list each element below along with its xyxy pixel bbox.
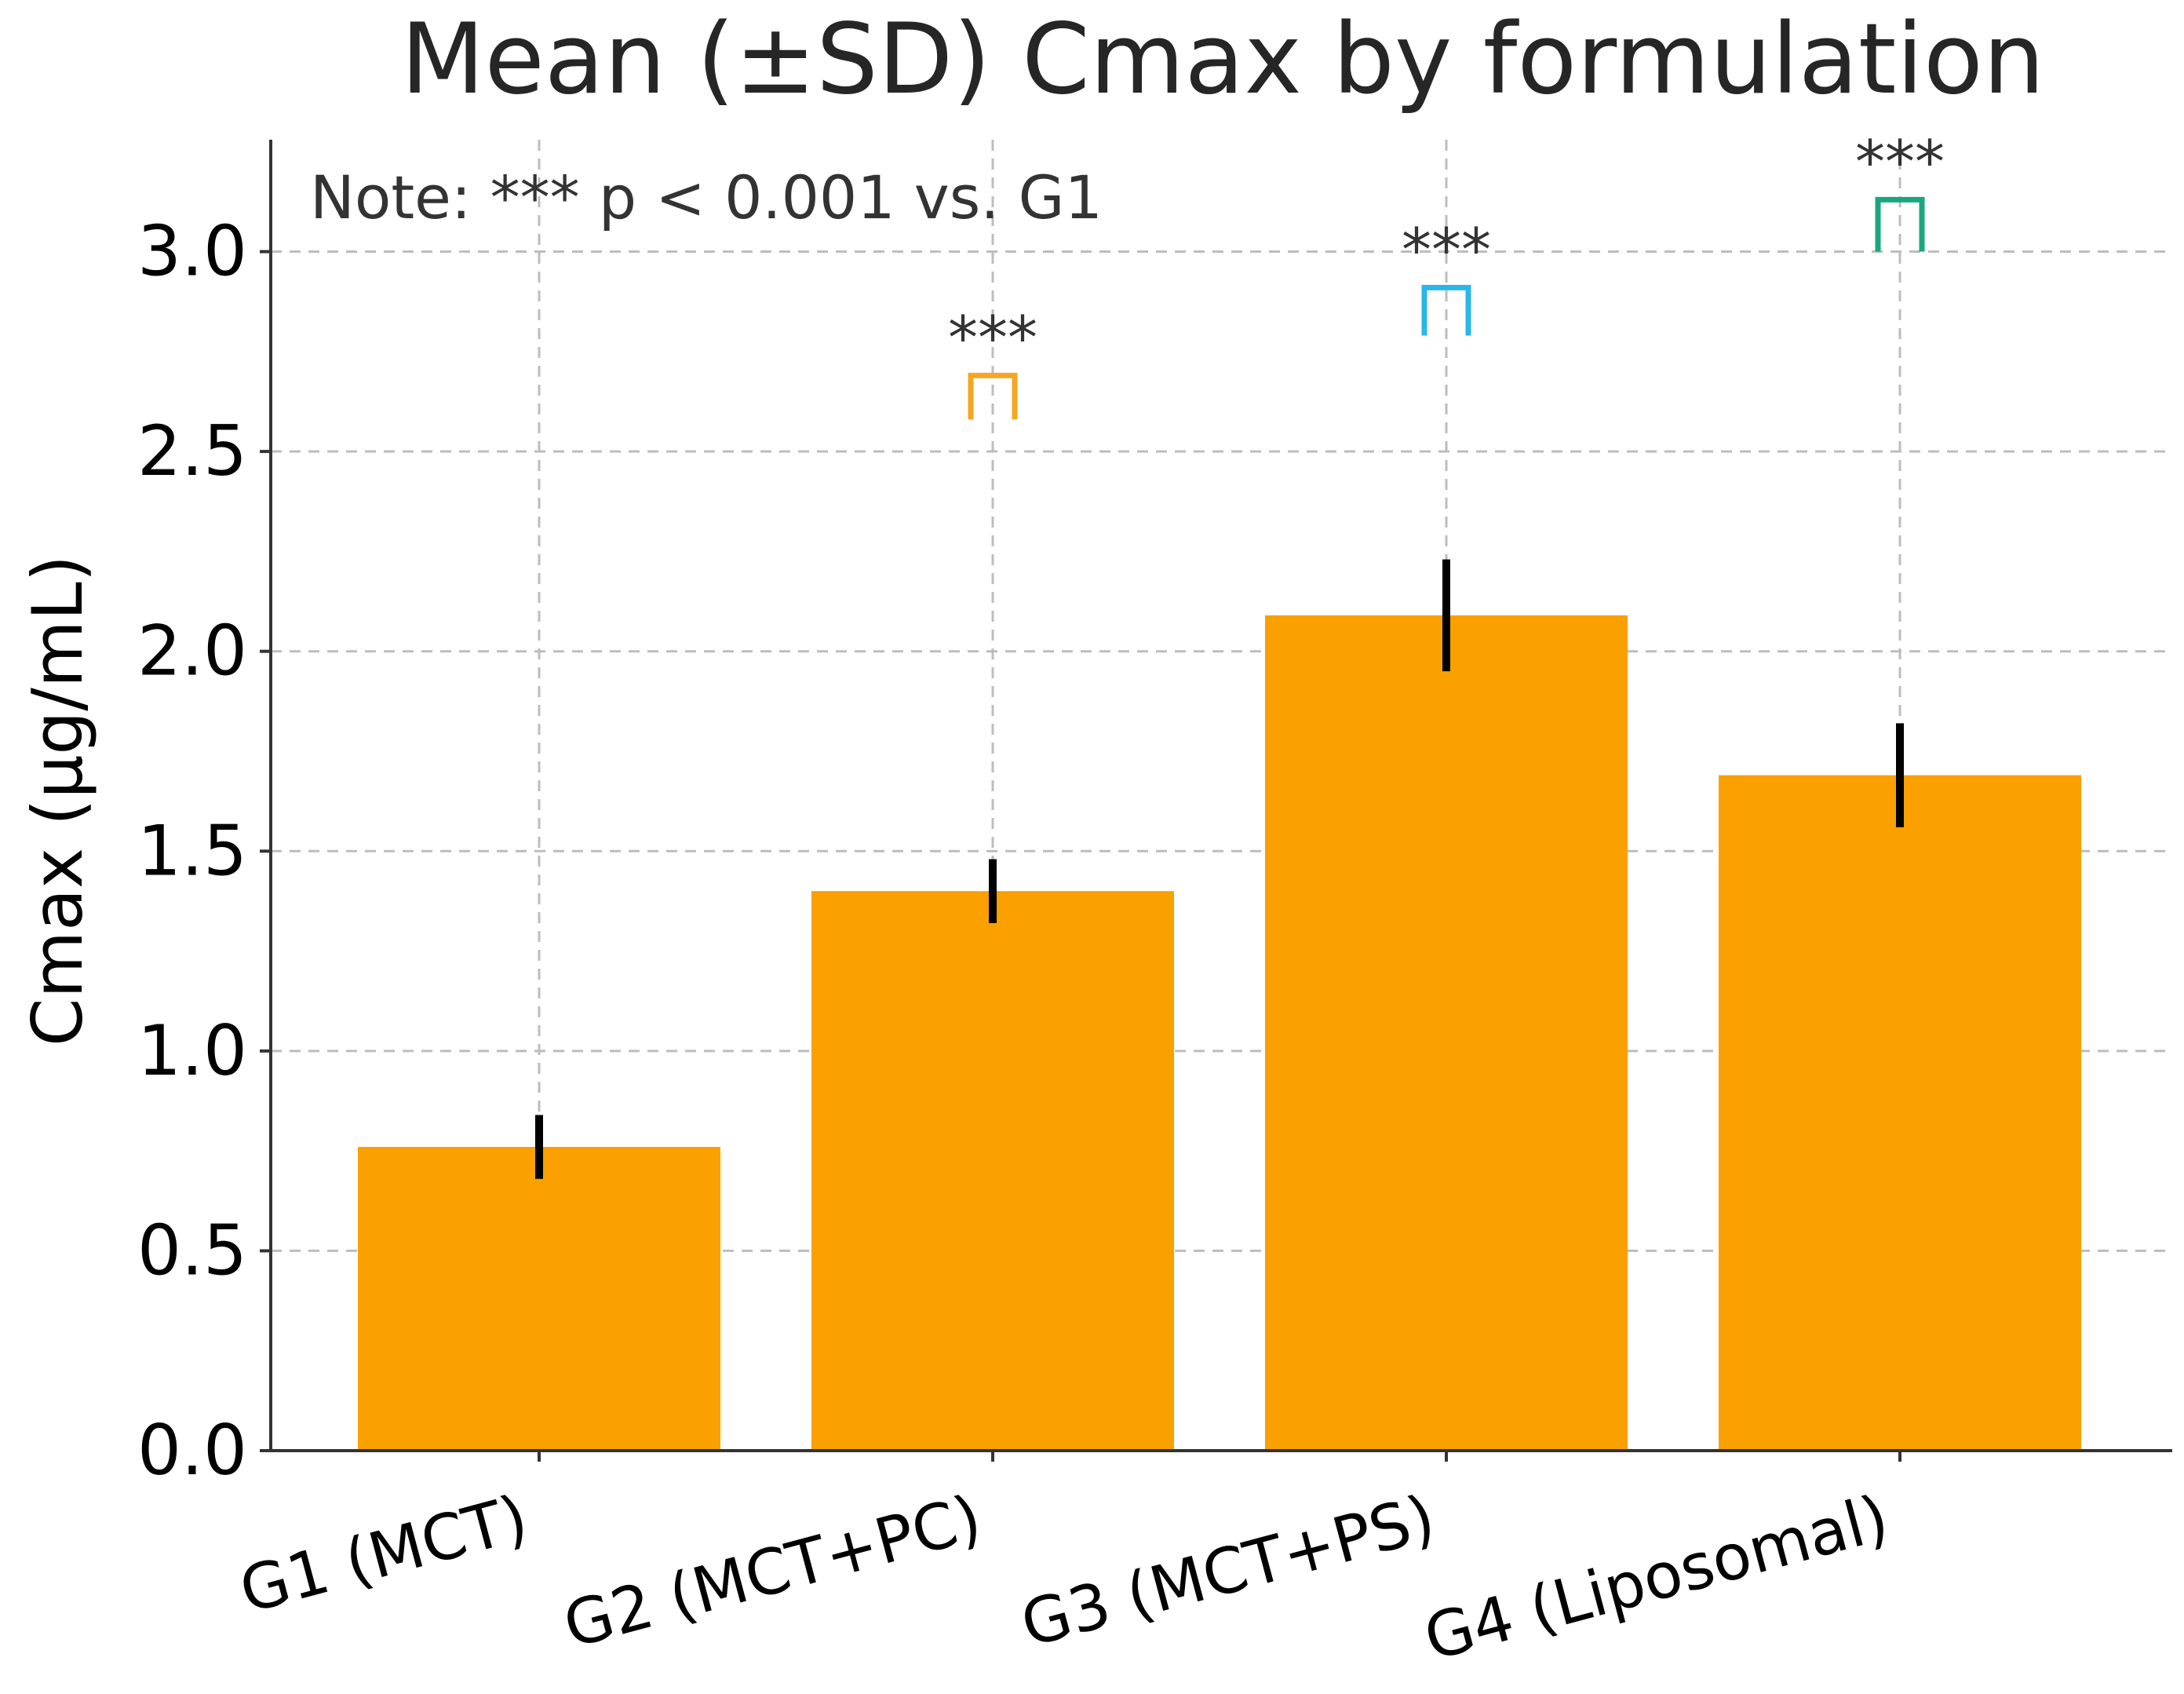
bar: [358, 1147, 720, 1451]
bars: [358, 615, 2081, 1451]
x-tick-label: G1 (MCT): [232, 1481, 535, 1628]
chart-title: Mean (±SD) Cmax by formulation: [401, 3, 2045, 116]
x-tick-label: G2 (MCT+PC): [556, 1481, 989, 1663]
significance-annotations: *** *** ***: [948, 126, 1945, 420]
significance-bracket: [1875, 196, 1925, 252]
significance-stars: ***: [1855, 126, 1945, 196]
y-tick-label: 2.0: [137, 611, 247, 692]
y-axis-label: Cmax (μg/mL): [17, 555, 98, 1046]
significance-bracket: [1421, 284, 1471, 336]
x-tick-labels: G1 (MCT) G2 (MCT+PC) G3 (MCT+PS)G4 (Liposo…: [232, 1481, 1896, 1675]
bar: [1719, 775, 2081, 1451]
y-tick-label: 0.5: [137, 1210, 247, 1291]
axes: [260, 140, 2172, 1462]
y-tick-labels: 0.0 0.5 1.0 1.5 2.0 2.5 3.0: [137, 211, 247, 1491]
significance-stars: ***: [1402, 214, 1491, 284]
significance-stars: ***: [948, 302, 1037, 372]
bar: [811, 891, 1174, 1451]
x-tick-label: G3 (MCT+PS): [1014, 1481, 1442, 1662]
y-tick-label: 0.0: [137, 1410, 247, 1491]
bar: [1265, 615, 1628, 1451]
y-tick-label: 3.0: [137, 211, 247, 292]
error-bars: [535, 559, 1904, 1179]
y-tick-label: 1.5: [137, 810, 247, 891]
significance-bracket: [968, 372, 1018, 420]
y-tick-label: 1.0: [137, 1010, 247, 1091]
x-tick-label: G4 (Liposomal): [1417, 1481, 1895, 1675]
y-tick-label: 2.5: [137, 411, 247, 491]
significance-note: Note: *** p < 0.001 vs. G1: [310, 162, 1103, 232]
